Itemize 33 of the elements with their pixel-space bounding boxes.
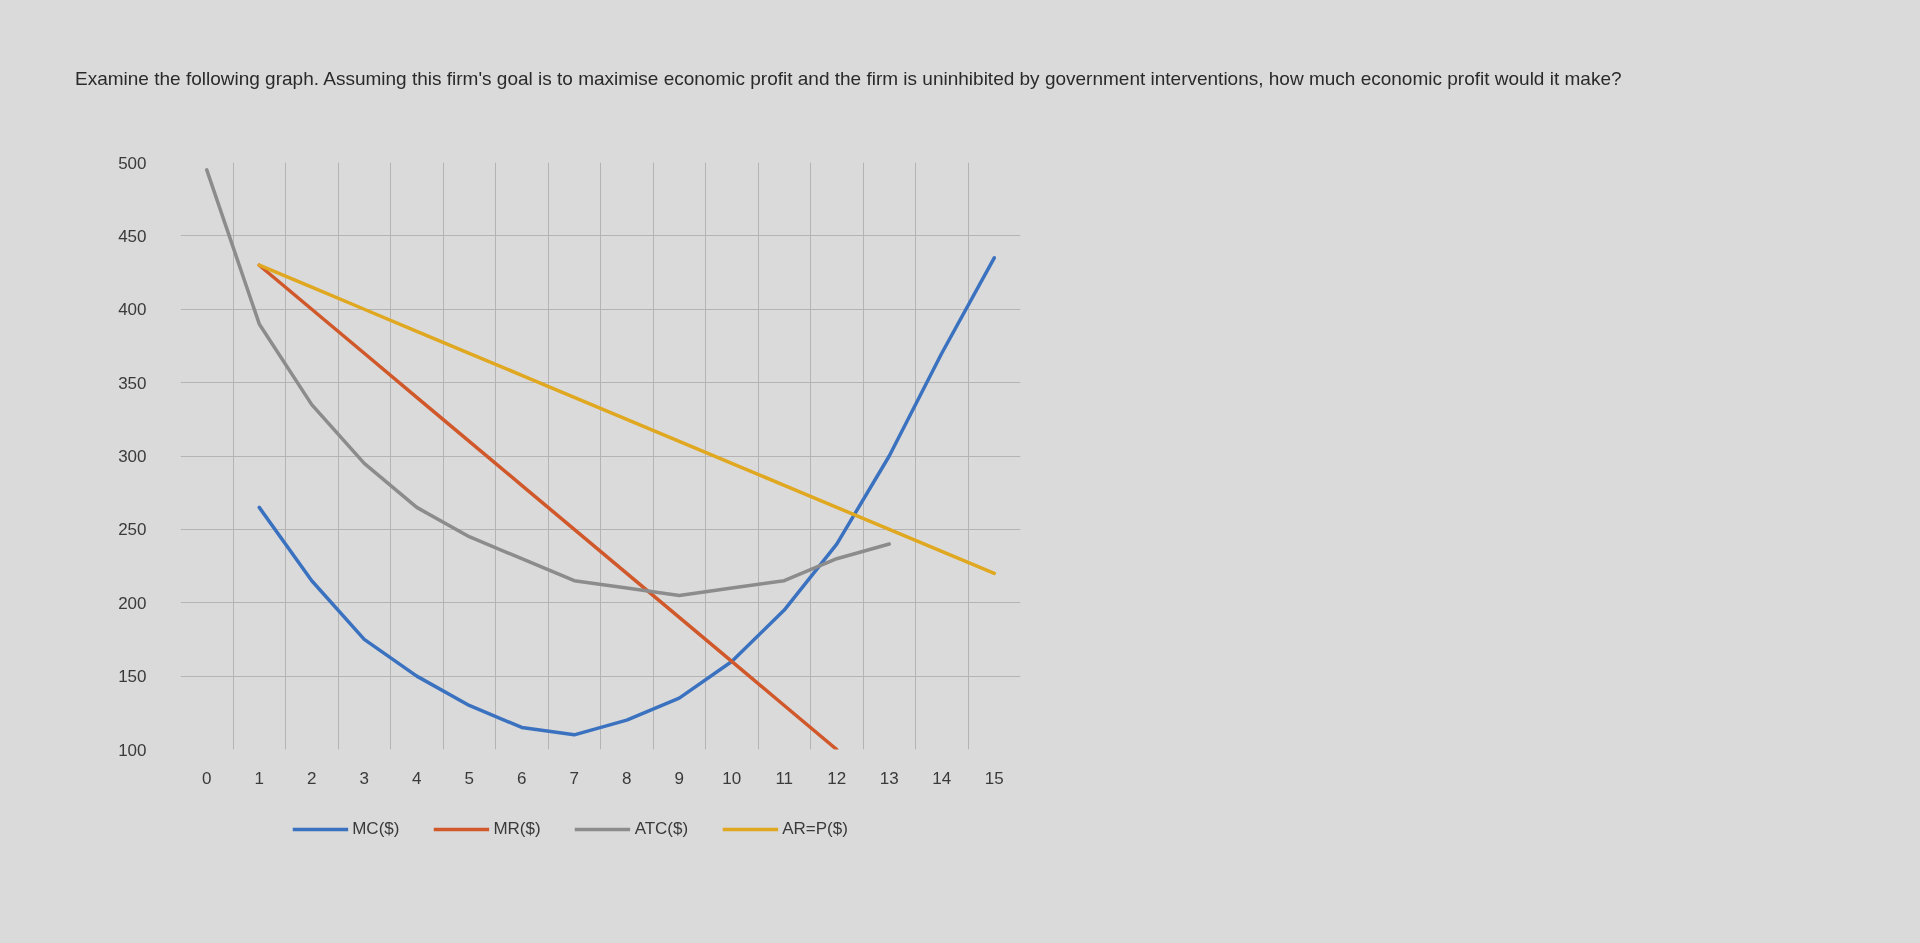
legend-label: AR=P($)	[782, 819, 848, 839]
x-tick-label: 10	[722, 768, 742, 788]
y-tick-label: 350	[118, 373, 147, 393]
legend-label: MC($)	[352, 819, 400, 839]
y-tick-label: 150	[118, 667, 147, 687]
x-tick-label: 12	[827, 768, 847, 788]
x-tick-label: 9	[674, 768, 684, 788]
x-tick-label: 1	[254, 768, 264, 788]
x-tick-label: 6	[517, 768, 527, 788]
x-tick-label: 0	[202, 768, 212, 788]
line-series	[205, 168, 891, 598]
chart-title: Examine the following graph. Assuming this firm's goal is to maximise economic profit and the firm is uninhibited by government interventions, how much economic profit would it make?	[75, 67, 1622, 91]
x-tick-label: 2	[307, 768, 317, 788]
line-series	[257, 256, 996, 737]
legend-label: MR($)	[493, 819, 541, 839]
x-tick-label: 8	[622, 768, 632, 788]
x-tick-label: 7	[569, 768, 579, 788]
y-tick-label: 100	[118, 740, 147, 760]
x-tick-label: 3	[359, 768, 369, 788]
x-tick-label: 5	[464, 768, 474, 788]
legend-label: ATC($)	[634, 819, 689, 839]
x-tick-label: 4	[412, 768, 422, 788]
line-series	[257, 263, 996, 576]
y-tick-label: 500	[118, 153, 147, 173]
y-tick-label: 250	[118, 520, 147, 540]
y-tick-label: 200	[118, 593, 147, 613]
x-tick-label: 13	[879, 768, 899, 788]
x-tick-label: 11	[775, 768, 794, 788]
x-tick-label: 14	[932, 768, 952, 788]
x-tick-label: 15	[984, 768, 1004, 788]
y-tick-label: 450	[118, 226, 147, 246]
y-tick-label: 300	[118, 447, 147, 466]
y-tick-label: 400	[118, 300, 147, 320]
